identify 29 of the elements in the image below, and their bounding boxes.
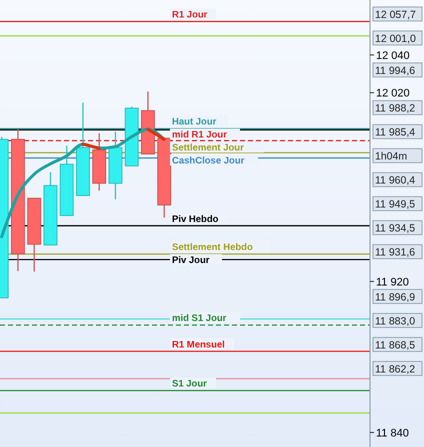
text: 11 883,0 [375, 315, 416, 328]
ref-line-label: R1 Jour [172, 10, 208, 21]
y-tick-label: 11 920 [376, 276, 409, 288]
text: 11 985,4 [375, 126, 416, 139]
text: 11 988,2 [375, 102, 416, 115]
ref-line-label: Piv Jour [172, 255, 210, 266]
text: 11 994,6 [375, 64, 416, 77]
text: 11 949,5 [375, 198, 416, 211]
y-tick-label: 12 040 [376, 50, 410, 62]
text: 11 868,5 [375, 339, 416, 352]
text: 12 001,0 [375, 33, 416, 45]
ref-line-label: Piv Hebdo [172, 214, 219, 225]
y-tick-label: 11 840 [376, 427, 409, 440]
text: 1h04m [375, 150, 408, 163]
ref-line-label: R1 Mensuel [172, 339, 225, 350]
text: 11 931,6 [375, 246, 416, 259]
ref-line-label: Settlement Hebdo [172, 242, 253, 254]
ref-line-label: mid R1 Jour [172, 130, 228, 141]
text: 11 862,2 [375, 363, 416, 376]
text: 11 934,5 [375, 222, 416, 235]
ref-line-label: mid S1 Jour [172, 313, 227, 324]
ref-line-label: S1 Jour [172, 378, 208, 390]
ref-line-label: Settlement Jour [172, 142, 244, 154]
text: 11 960,4 [375, 174, 416, 187]
ref-line-label: CashClose Jour [172, 156, 245, 167]
text: 12 057,7 [375, 9, 416, 21]
text: 11 896,9 [375, 291, 416, 304]
y-tick-label: 12 020 [376, 88, 410, 100]
ref-line-label: Haut Jour [172, 116, 217, 128]
